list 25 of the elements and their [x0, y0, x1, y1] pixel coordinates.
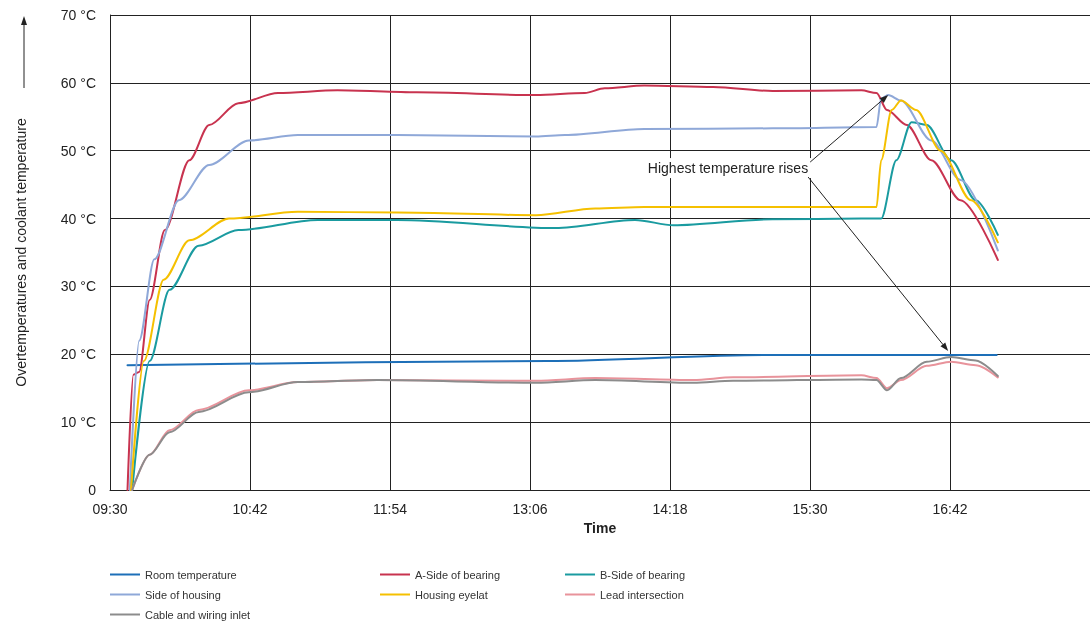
x-tick-label: 15:30: [792, 501, 828, 517]
legend-label: Housing eyelat: [415, 588, 488, 601]
y-tick-label: 10 °C: [60, 414, 96, 431]
y-axis-title: Overtemperatures and coolant temperature: [13, 118, 29, 387]
y-tick-label: 40 °C: [60, 210, 96, 227]
legend-label: Lead intersection: [600, 588, 684, 601]
y-tick-label: 60 °C: [60, 74, 96, 91]
x-tick-label: 09:30: [92, 501, 128, 517]
y-tick-label: 70 °C: [60, 7, 96, 23]
y-tick-label: 20 °C: [60, 346, 96, 363]
x-tick-label: 10:42: [232, 501, 268, 517]
x-axis-title: Time: [583, 519, 617, 536]
legend-label: Side of housing: [145, 588, 221, 601]
x-tick-label: 13:06: [512, 501, 548, 517]
legend-label: B-Side of bearing: [600, 568, 685, 581]
y-tick-label: 50 °C: [60, 142, 96, 159]
legend-label: A-Side of bearing: [415, 568, 500, 581]
y-tick-label: 0: [88, 482, 97, 498]
annotation: Highest temperature rises: [647, 160, 809, 177]
x-tick-label: 11:54: [373, 501, 408, 517]
x-tick-label: 16:42: [932, 501, 968, 517]
y-tick-label: 30 °C: [60, 278, 96, 295]
legend-label: Cable and wiring inlet: [145, 608, 251, 621]
legend-label: Room temperature: [145, 568, 237, 581]
x-tick-label: 14:18: [652, 501, 688, 517]
